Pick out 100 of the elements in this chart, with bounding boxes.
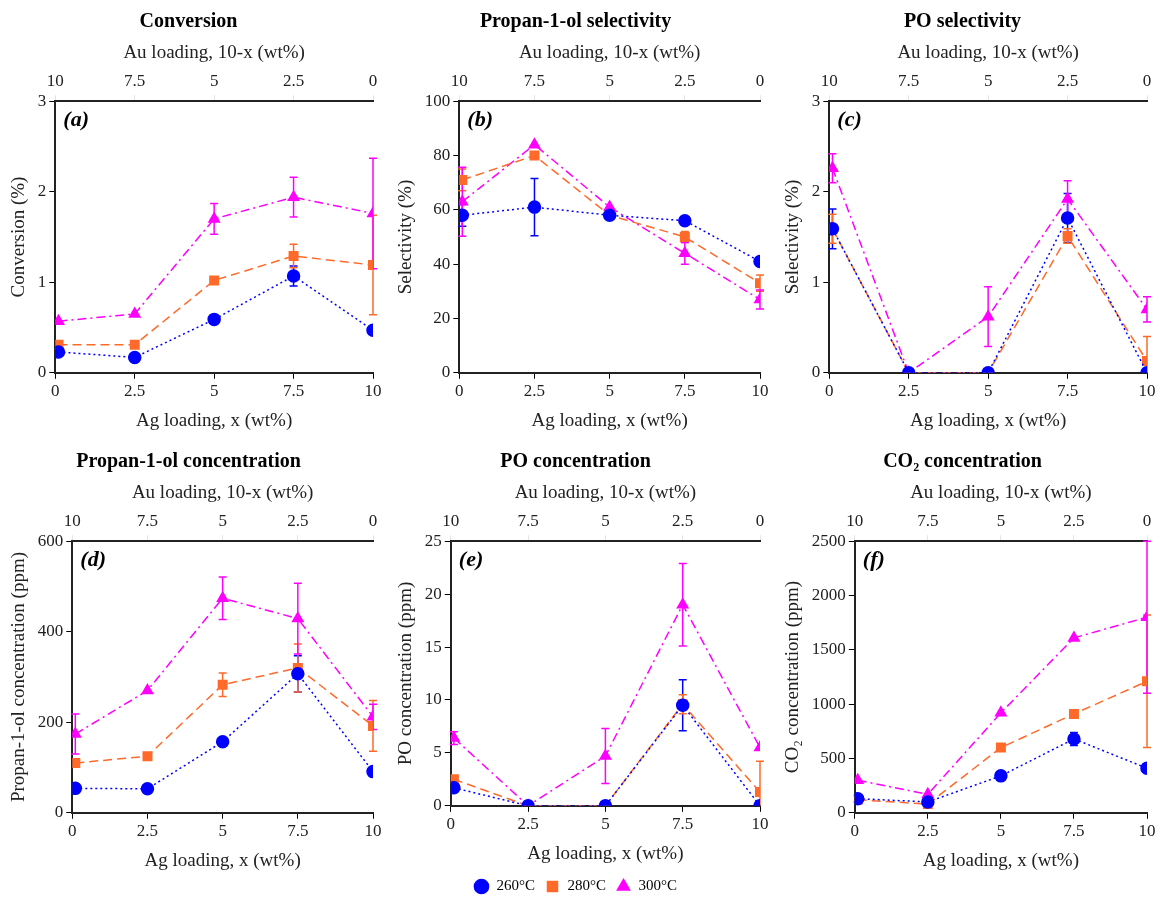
y-axis-title: Conversion (%) [7, 176, 30, 298]
y-tick-label: 1 [811, 271, 821, 291]
chart-title: Conversion [139, 9, 238, 32]
x2-tick-label: 0 [755, 71, 765, 91]
y-tick-label: 0 [37, 362, 47, 382]
x-tick-label: 2.5 [124, 381, 146, 401]
chart-title: PO concentration [500, 449, 651, 472]
y-tick-label: 3 [811, 90, 821, 110]
x2-axis-title: Au loading, 10-x (wt%) [123, 41, 305, 64]
x2-tick-label: 0 [1142, 511, 1152, 531]
x-axis-title: Ag loading, x (wt%) [531, 408, 688, 431]
y-tick-label: 10 [424, 689, 442, 709]
x-tick-label: 7.5 [1063, 821, 1085, 841]
x-tick-label: 2.5 [917, 821, 939, 841]
y-axis-title: PO concentration (ppm) [394, 581, 417, 766]
x2-tick-label: 7.5 [124, 71, 146, 91]
chart-title: Propan-1-ol selectivity [479, 9, 672, 33]
x-tick-label: 10 [1138, 381, 1156, 401]
x-tick-label: 5 [209, 381, 219, 401]
x2-axis-title: Au loading, 10-x (wt%) [514, 481, 697, 504]
x2-tick-label: 7.5 [136, 511, 159, 531]
y-tick-label: 2500 [811, 530, 846, 550]
annotation: (e) [458, 545, 484, 571]
x-axis-title: Ag loading, x (wt%) [136, 408, 293, 431]
x2-axis-title: Au loading, 10-x (wt%) [131, 481, 314, 504]
chart-title: CO₂ concentration [883, 449, 1042, 472]
x2-tick-label: 10 [450, 71, 468, 91]
x2-tick-label: 5 [605, 71, 614, 91]
y-tick-label: 20 [424, 583, 442, 603]
y-tick-label: 0 [811, 362, 821, 382]
y-tick-label: 0 [433, 795, 442, 815]
y-tick-label: 600 [37, 530, 64, 550]
x-tick-label: 10 [364, 821, 382, 841]
x-tick-label: 7.5 [672, 814, 694, 834]
annotation: (a) [63, 105, 89, 131]
x-tick-label: 5 [996, 821, 1006, 841]
x-tick-label: 7.5 [674, 381, 696, 401]
y-tick-label: 1500 [811, 639, 846, 659]
y-tick-label: 80 [433, 144, 451, 164]
y-tick-label: 500 [820, 747, 846, 767]
x2-tick-label: 2.5 [287, 511, 309, 531]
x2-tick-label: 0 [1142, 71, 1152, 91]
legend-label: 300°C [638, 877, 678, 894]
x-tick-label: 10 [751, 381, 769, 401]
x-tick-label: 2.5 [898, 381, 920, 401]
annotation: (d) [80, 545, 106, 571]
x2-tick-label: 5 [218, 511, 227, 531]
y-tick-label: 2000 [811, 584, 846, 604]
y-tick-label: 40 [433, 253, 451, 273]
y-tick-label: 60 [433, 199, 451, 219]
x2-axis-title: Au loading, 10-x (wt%) [910, 481, 1092, 504]
x-tick-label: 2.5 [136, 821, 159, 841]
x2-tick-label: 10 [63, 511, 81, 531]
x-tick-label: 2.5 [517, 814, 539, 834]
y-axis-title: Selectivity (%) [394, 179, 417, 295]
x-axis-title: Ag loading, x (wt%) [527, 841, 684, 864]
x2-tick-label: 10 [846, 511, 864, 531]
x2-tick-label: 5 [983, 71, 993, 91]
y-tick-label: 1 [37, 271, 47, 291]
y-tick-label: 400 [37, 621, 64, 641]
x-tick-label: 10 [364, 381, 382, 401]
y-axis-title: CO₂ concentration (ppm) [781, 580, 804, 774]
x2-tick-label: 5 [996, 511, 1006, 531]
x-axis-title: Ag loading, x (wt%) [144, 848, 301, 871]
x-tick-label: 7.5 [1056, 381, 1079, 401]
x-tick-label: 2.5 [523, 381, 546, 401]
x2-tick-label: 7.5 [517, 511, 539, 531]
y-tick-label: 5 [433, 742, 442, 762]
x2-tick-label: 0 [368, 511, 378, 531]
x2-tick-label: 7.5 [917, 511, 939, 531]
y-axis-title: Selectivity (%) [781, 179, 804, 295]
x-tick-label: 5 [601, 814, 610, 834]
y-tick-label: 2 [37, 181, 47, 201]
y-tick-label: 15 [424, 636, 442, 656]
x-tick-label: 10 [751, 814, 769, 834]
y-tick-label: 25 [424, 530, 442, 550]
y-tick-label: 0 [441, 362, 451, 382]
x-tick-label: 0 [850, 821, 860, 841]
y-tick-label: 100 [424, 90, 451, 110]
x-axis-title: Ag loading, x (wt%) [922, 848, 1079, 871]
y-tick-label: 20 [433, 307, 451, 327]
annotation: (f) [862, 545, 885, 571]
x-tick-label: 0 [455, 381, 464, 401]
x2-tick-label: 7.5 [898, 71, 920, 91]
x2-tick-label: 5 [601, 511, 610, 531]
y-tick-label: 1000 [811, 693, 846, 713]
chart-title: PO selectivity [903, 9, 1022, 33]
y-tick-label: 3 [37, 90, 47, 110]
x2-axis-title: Au loading, 10-x (wt%) [897, 41, 1079, 64]
x-tick-label: 0 [68, 821, 77, 841]
y-axis-title: Propan-1-ol concentration (ppm) [7, 551, 30, 803]
x2-tick-label: 2.5 [672, 511, 694, 531]
x2-tick-label: 2.5 [1056, 71, 1079, 91]
x-tick-label: 5 [605, 381, 614, 401]
annotation: (b) [467, 105, 493, 131]
y-tick-label: 200 [37, 711, 64, 731]
legend-label: 280°C [567, 877, 607, 894]
x-tick-label: 5 [983, 381, 993, 401]
legend-label: 260°C [496, 877, 536, 894]
x2-tick-label: 2.5 [1063, 511, 1085, 531]
